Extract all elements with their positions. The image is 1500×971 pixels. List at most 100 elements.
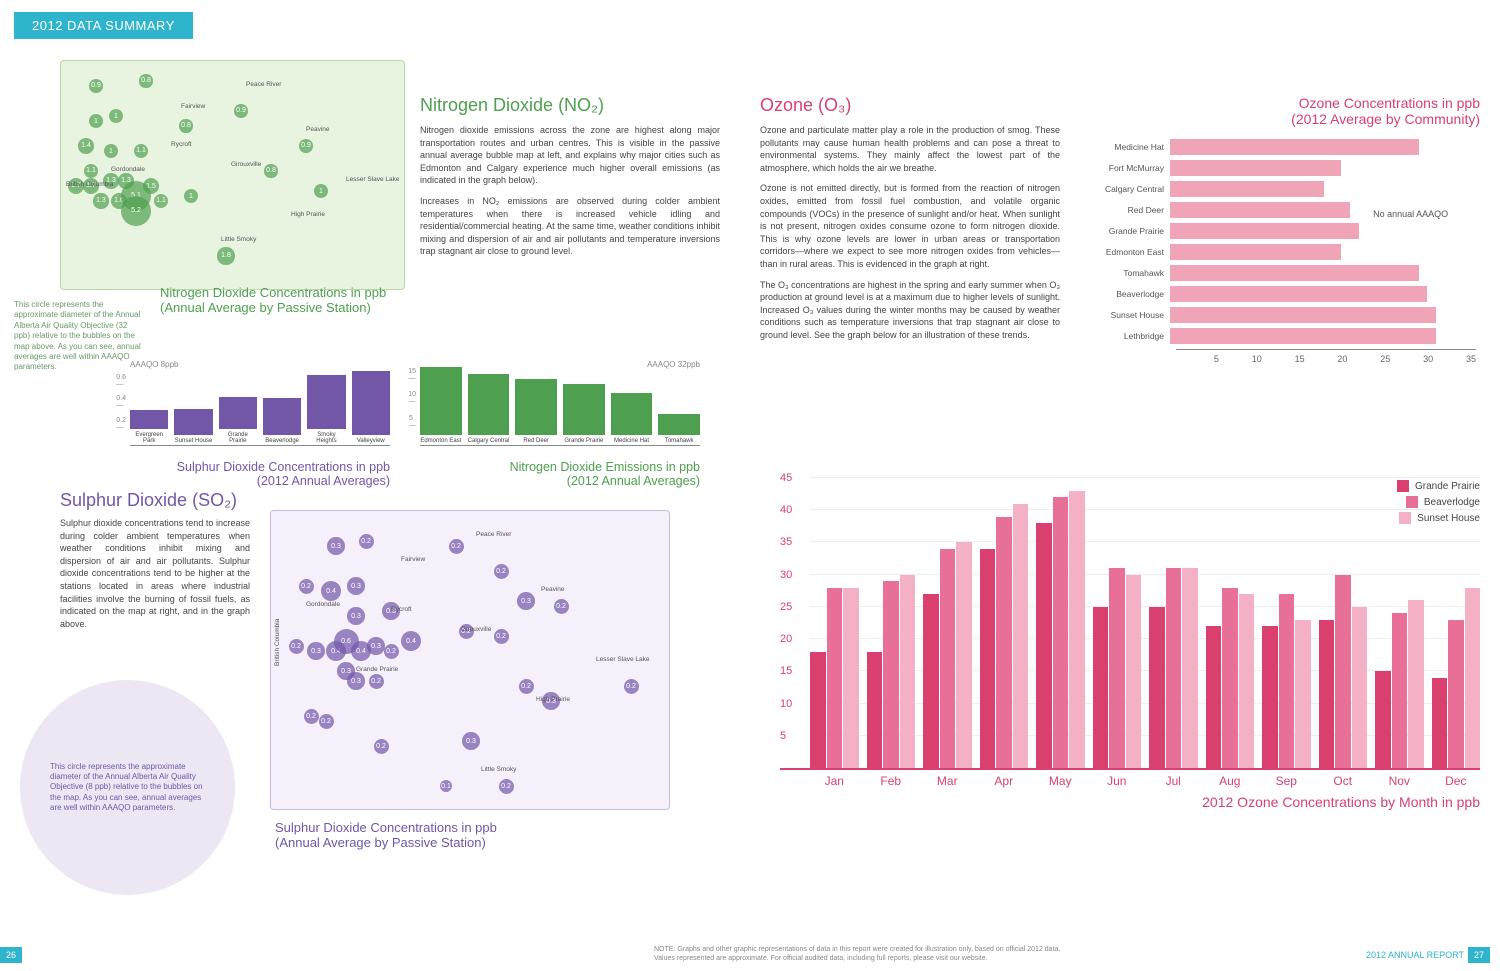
so2-map-bubble: 0.3 [517,592,535,610]
so2-map-bubble: 0.2 [374,739,389,754]
footer-note-l1: NOTE: Graphs and other graphic represent… [654,945,1060,954]
so2-map-bubble: 0.2 [624,679,639,694]
o3-hbar-row: Grande Prairie [1080,223,1480,239]
no2-emissions-title: Nitrogen Dioxide Emissions in ppb (2012 … [420,460,700,488]
o3-hbar-label: Grande Prairie [1080,226,1170,236]
bar-label: Red Deer [523,438,549,445]
o3-monthly-bar [1239,594,1255,768]
o3-para-3: The O₃ concentrations are highest in the… [760,279,1060,342]
o3-legend-item: Grande Prairie [1397,480,1480,492]
no2-emissions-aaaqo-label: AAAQO 32ppb [420,360,700,369]
no2-map-bubble: 0.9 [89,79,103,93]
no2-para-2: Increases in NO₂ emissions are observed … [420,195,720,258]
o3-monthly-bar [883,581,899,768]
o3-monthly-chart: Grande PrairieBeaverlodgeSunset House 51… [780,480,1480,820]
no2-aaaqo-note: This circle represents the approximate d… [14,300,144,373]
o3-hbar-label: Red Deer [1080,205,1170,215]
bar-label: Smoky Heights [307,432,345,445]
no2-map-caption: Nitrogen Dioxide Concentrations in ppb (… [160,285,386,315]
o3-monthly-bar [1109,568,1125,768]
o3-month-group [1262,594,1311,768]
bar-label: Grande Prairie [564,438,603,445]
o3-monthly-bar [1036,523,1052,768]
no2-heading: Nitrogen Dioxide (NO₂) [420,95,720,116]
no2-map-placename: British Columbia [66,181,113,188]
o3-month-group [1093,568,1142,768]
no2-map-bubble: 0.8 [264,164,277,177]
so2-map-placename: Grande Prairie [356,666,398,673]
o3-monthly-ytick: 15 [780,665,792,677]
no2-map-placename: Rycroft [171,141,192,148]
o3-hbar-label: Sunset House [1080,310,1170,320]
o3-month-label: Apr [980,774,1029,788]
bar-label: Medicine Hat [614,438,649,445]
so2-map-placename: British Columbia [274,619,281,666]
o3-hbar-row: Fort McMurray [1080,160,1480,176]
bar: Grande Prairie [563,384,605,445]
o3-monthly-bar [940,549,956,768]
so2-map-bubble: 0.1 [440,780,453,793]
o3-month-group [923,542,972,768]
bar: Calgary Central [468,374,510,445]
no2-para-1: Nitrogen dioxide emissions across the zo… [420,124,720,187]
o3-month-label: Feb [867,774,916,788]
o3-para-2: Ozone is not emitted directly, but is fo… [760,182,1060,270]
o3-monthly-bar [1352,607,1368,768]
so2-map-placename: Peavine [541,586,565,593]
o3-hbar-title-l1: Ozone Concentrations in ppb [1080,95,1480,111]
o3-monthly-bar [1448,620,1464,768]
bar-label: Tomahawk [665,438,694,445]
o3-para-1: Ozone and particulate matter play a role… [760,124,1060,174]
no2-map-bubble: 1 [184,189,198,203]
o3-hbar-bar [1170,307,1436,323]
no2-map-bubble: 0.9 [299,139,313,153]
o3-monthly-bar [1069,491,1085,768]
o3-monthly-bar [1295,620,1311,768]
no2-map-placename: Lesser Slave Lake [346,176,399,183]
so2-circle-note-text: This circle represents the approximate d… [50,762,205,814]
o3-hbar-row: Sunset House [1080,307,1480,323]
page-number-left: 26 [0,947,22,963]
so2-map-placename: Peace River [476,531,511,538]
o3-hbar-bar [1170,181,1324,197]
so2-para-1: Sulphur dioxide concentrations tend to i… [60,517,250,630]
o3-monthly-ytick: 30 [780,569,792,581]
o3-monthly-ytick: 45 [780,472,792,484]
o3-hbar-bar [1170,139,1419,155]
no2-map-bubble: 1.1 [154,194,168,208]
o3-monthly-ytick: 5 [780,730,786,742]
o3-monthly-bar [1093,607,1109,768]
o3-monthly-bar [827,588,843,768]
o3-month-group [1036,491,1085,768]
o3-hbar-row: Lethbridge [1080,328,1480,344]
so2-map-bubble: 0.2 [554,599,569,614]
o3-monthly-bar [980,549,996,768]
o3-monthly-bar [923,594,939,768]
o3-hbar-bar [1170,160,1341,176]
bar: Medicine Hat [611,393,653,445]
o3-monthly-ytick: 20 [780,633,792,645]
no2-map-placename: Gordondale [111,166,145,173]
o3-hbar-bar [1170,286,1427,302]
o3-hbar-bar [1170,328,1436,344]
footer-right-label: 2012 ANNUAL REPORT [1366,950,1464,960]
o3-monthly-bar [1206,626,1222,768]
o3-hbar-xtick: 20 [1305,354,1348,364]
so2-map-bubble: 0.2 [319,714,334,729]
so2-map-bubble: 0.2 [299,579,314,594]
o3-no-aaaqo-label: No annual AAAQO [1373,209,1448,219]
so2-chart-title-l1: Sulphur Dioxide Concentrations in ppb [130,460,390,474]
no2-map-placename: Peavine [306,126,330,133]
o3-hbar-xtick: 10 [1219,354,1262,364]
o3-monthly-ytick: 35 [780,536,792,548]
no2-bubble-map: 0.90.8111.411.11.11.71.71.31.31.51.31.65… [60,60,405,290]
o3-monthly-bar [996,517,1012,768]
o3-monthly-bar [1149,607,1165,768]
o3-month-label: Oct [1319,774,1368,788]
o3-monthly-bar [810,652,826,768]
o3-month-group [1375,600,1424,768]
no2-emissions-chart: AAAQO 32ppb 5—10—15—Edmonton EastCalgary… [420,360,700,470]
o3-month-group [1432,588,1481,768]
so2-text-block: Sulphur Dioxide (SO₂) Sulphur dioxide co… [60,490,250,630]
so2-map-bubble: 0.2 [494,629,509,644]
